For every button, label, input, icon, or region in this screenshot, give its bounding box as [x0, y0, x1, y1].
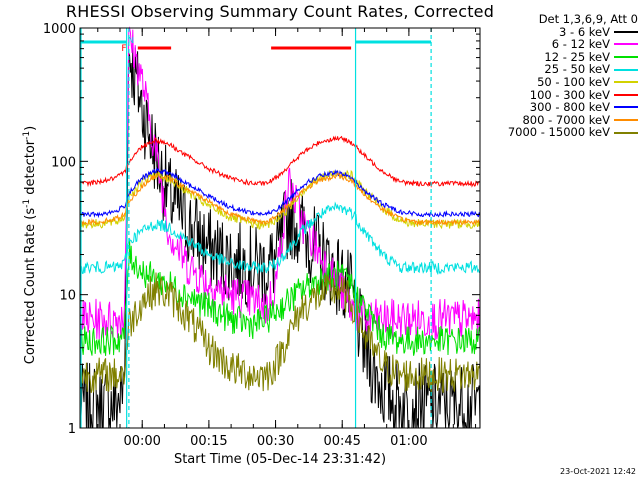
legend-entry: 12 - 25 keV	[478, 51, 638, 64]
legend-swatch	[614, 68, 638, 71]
legend-entry: 6 - 12 keV	[478, 38, 638, 51]
legend-entry: 50 - 100 keV	[478, 76, 638, 89]
y-tick-label: 1000	[43, 22, 76, 37]
legend-label: 7000 - 15000 keV	[507, 125, 610, 140]
plot-frame	[79, 27, 481, 429]
legend-label: 800 - 7000 keV	[522, 112, 610, 127]
x-tick-label: 00:15	[190, 434, 227, 449]
legend-entry: 3 - 6 keV	[478, 24, 638, 39]
legend-label: 6 - 12 keV	[551, 37, 610, 52]
y-axis-label: Corrected Count Rate (s-1 detector-1)	[21, 125, 39, 365]
series-line	[79, 240, 481, 356]
series-line	[79, 201, 481, 276]
legend-header: Det 1,3,6,9, Att 0	[538, 12, 638, 26]
legend-label: 25 - 50 keV	[544, 62, 610, 77]
legend-swatch	[614, 106, 638, 109]
legend-entry: 300 - 800 keV	[478, 101, 638, 114]
legend-swatch	[614, 131, 638, 134]
legend-label: 12 - 25 keV	[544, 49, 610, 64]
legend-entry: 25 - 50 keV	[478, 63, 638, 76]
series-line	[79, 26, 481, 342]
y-tick-label: 10	[59, 289, 76, 304]
legend-label: 50 - 100 keV	[537, 74, 610, 89]
legend-entry: 7000 - 15000 keV	[478, 126, 638, 139]
x-tick-label: 00:30	[257, 434, 294, 449]
legend-entry: 800 - 7000 keV	[478, 114, 638, 127]
x-tick-label: 01:00	[390, 434, 427, 449]
legend-label: 3 - 6 keV	[559, 24, 610, 39]
x-tick-label: 00:45	[323, 434, 360, 449]
legend-label: 300 - 800 keV	[529, 100, 610, 115]
legend: Det 1,3,6,9, Att 0 3 - 6 keV 6 - 12 keV 12…	[478, 13, 638, 139]
legend-swatch	[614, 30, 638, 33]
flag-label: F	[121, 44, 126, 54]
series-line	[79, 135, 480, 188]
legend-entry: 100 - 300 keV	[478, 87, 638, 102]
x-axis-label: Start Time (05-Dec-14 23:31:42)	[173, 452, 387, 467]
legend-swatch	[614, 119, 638, 122]
legend-swatch	[614, 43, 638, 46]
series-line	[79, 272, 481, 394]
y-tick-label: 100	[51, 155, 76, 170]
series-line	[79, 167, 481, 219]
legend-label: 100 - 300 keV	[529, 87, 610, 102]
flag-label-2: N	[128, 36, 134, 45]
timestamp: 23-Oct-2021 12:42	[560, 467, 636, 476]
legend-swatch	[614, 81, 638, 84]
legend-swatch	[614, 56, 638, 59]
chart-title: RHESSI Observing Summary Count Rates, Co…	[65, 2, 495, 21]
series-line	[79, 172, 481, 227]
y-tick-label: 1	[68, 422, 76, 437]
legend-swatch	[614, 93, 638, 96]
x-tick-label: 00:00	[123, 434, 160, 449]
series-line	[79, 43, 481, 429]
